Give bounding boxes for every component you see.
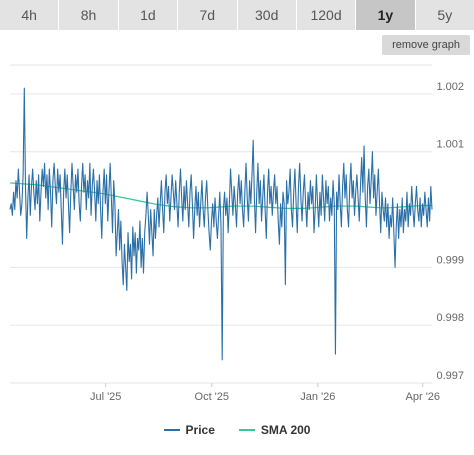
timeframe-tabs: 4h 8h 1d 7d 30d 120d 1y 5y xyxy=(0,0,474,30)
x-axis: Jul '25 Oct '25 Jan '26 Apr '26 xyxy=(90,383,440,403)
legend-item-price[interactable]: Price xyxy=(163,423,215,437)
tab-1y[interactable]: 1y xyxy=(356,0,415,30)
y-tick-label: 0.999 xyxy=(436,254,464,266)
y-tick-label: 0.998 xyxy=(436,312,464,324)
remove-graph-button[interactable]: remove graph xyxy=(382,35,470,55)
tab-120d[interactable]: 120d xyxy=(296,0,356,30)
y-axis: 1.002 1.001 0.999 0.998 0.997 xyxy=(436,81,464,382)
legend: Price SMA 200 xyxy=(0,421,474,439)
price-series-line xyxy=(9,87,433,361)
legend-item-sma[interactable]: SMA 200 xyxy=(238,423,311,437)
grid-lines xyxy=(10,64,432,384)
x-tick-label: Jul '25 xyxy=(90,391,121,403)
tab-1d[interactable]: 1d xyxy=(118,0,178,30)
tab-8h[interactable]: 8h xyxy=(59,0,118,30)
legend-label-price: Price xyxy=(185,423,215,437)
tab-30d[interactable]: 30d xyxy=(237,0,296,30)
x-tick-label: Apr '26 xyxy=(406,391,441,403)
price-legend-line-icon xyxy=(163,429,180,431)
sma-legend-line-icon xyxy=(238,429,255,431)
price-chart: 1.002 1.001 0.999 0.998 0.997 Jul '25 Oct '25… xyxy=(9,64,464,403)
tab-5y[interactable]: 5y xyxy=(415,0,474,30)
tab-7d[interactable]: 7d xyxy=(178,0,237,30)
y-tick-label: 1.002 xyxy=(436,81,464,93)
sma-200-series-line xyxy=(9,182,432,209)
tab-4h[interactable]: 4h xyxy=(0,0,59,30)
x-tick-label: Jan '26 xyxy=(300,391,335,403)
y-tick-label: 1.001 xyxy=(436,139,464,151)
y-tick-label: 0.997 xyxy=(436,370,464,382)
x-tick-label: Oct '25 xyxy=(195,391,230,403)
legend-label-sma: SMA 200 xyxy=(260,423,311,437)
series-layer xyxy=(9,87,433,361)
